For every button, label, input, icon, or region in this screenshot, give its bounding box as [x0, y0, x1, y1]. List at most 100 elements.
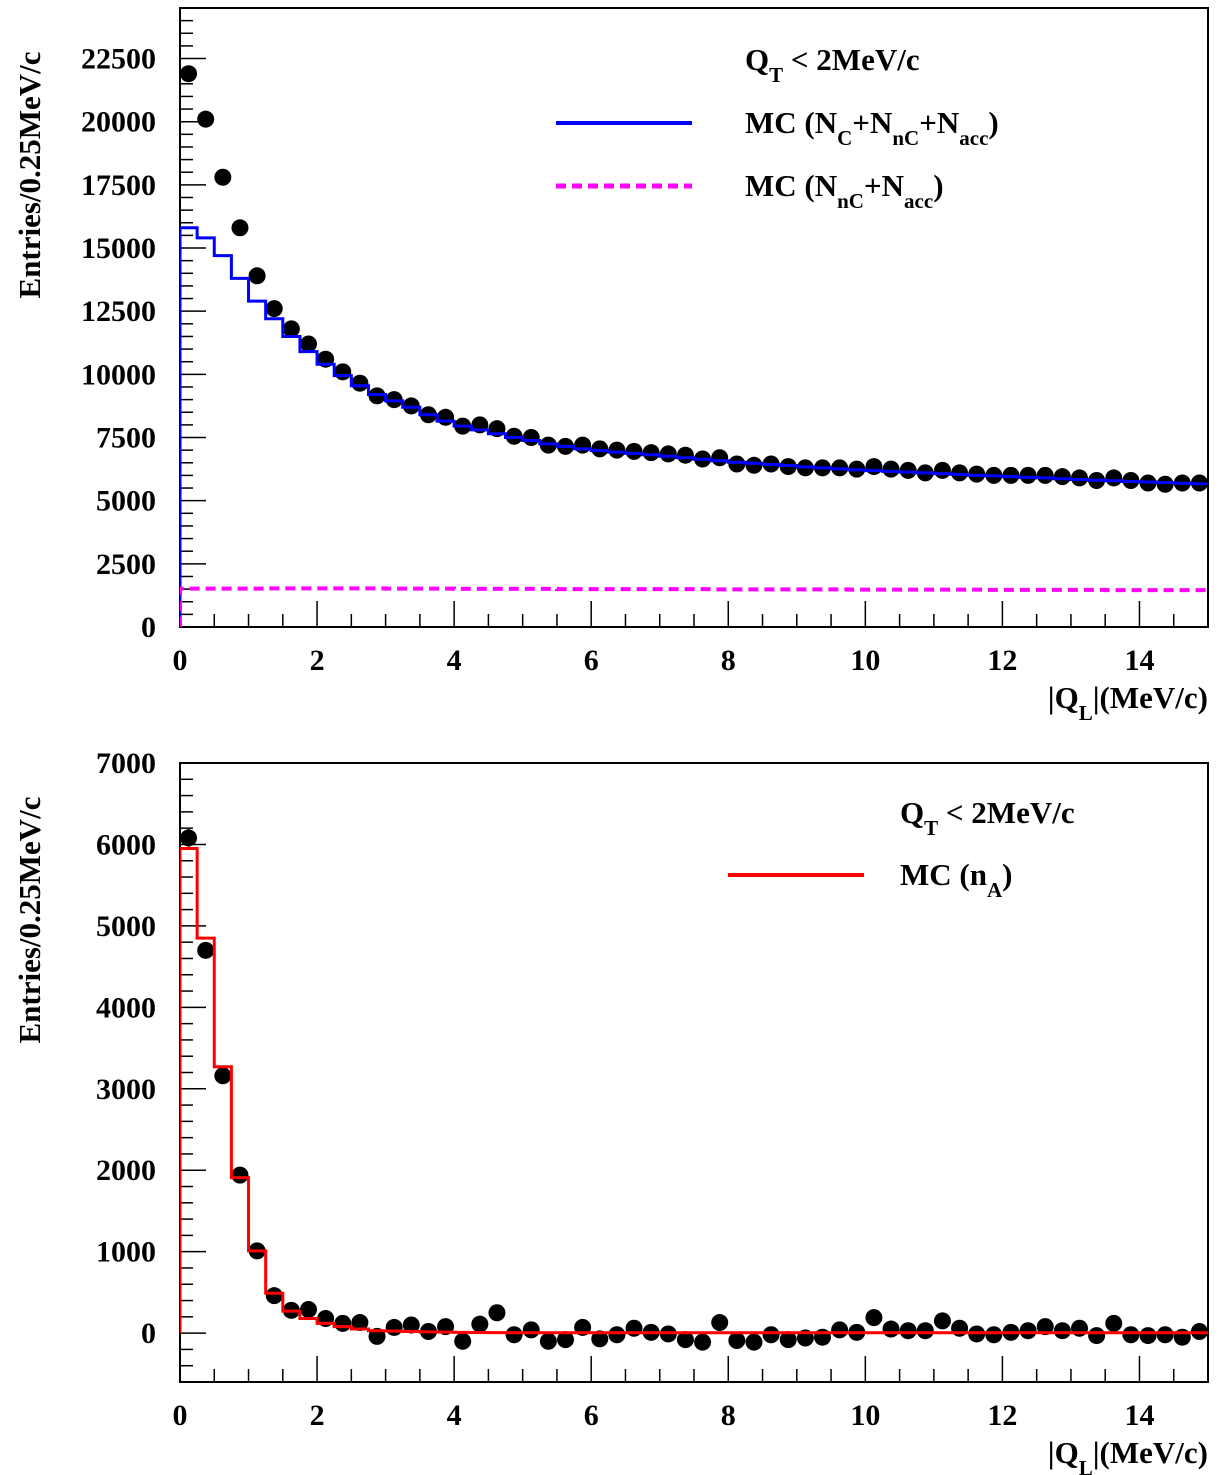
data-point [831, 1321, 849, 1339]
data-point [385, 1318, 403, 1336]
data-point [248, 267, 266, 285]
data-point [1122, 1326, 1140, 1344]
x-tick-label: 14 [1124, 644, 1154, 677]
x-tick-label: 12 [987, 644, 1017, 677]
y-tick-label: 4000 [96, 991, 156, 1024]
data-point [694, 1333, 712, 1351]
x-tick-label: 4 [447, 644, 462, 677]
y-tick-label: 1000 [96, 1236, 156, 1269]
data-point [745, 456, 763, 474]
y-tick-label: 3000 [96, 1073, 156, 1106]
data-point [882, 460, 900, 478]
data-point [899, 461, 917, 479]
data-point [1019, 1322, 1037, 1340]
x-tick-label: 0 [173, 1399, 188, 1432]
y-axis: 0 2500 5000 7500 10000 12500 15000 17500 20000 22… [81, 7, 206, 644]
data-point [197, 110, 215, 128]
data-point [214, 1067, 232, 1085]
data-point [728, 455, 746, 473]
data-point [865, 1309, 883, 1327]
data-point [608, 1326, 626, 1344]
x-tick-label: 2 [310, 644, 325, 677]
data-point [711, 449, 729, 467]
data-point [351, 1314, 369, 1332]
y-tick-label: 7500 [96, 422, 156, 455]
data-point [985, 1326, 1003, 1344]
y-tick-label: 2500 [96, 548, 156, 581]
data-point [505, 1326, 523, 1344]
data-point [591, 1330, 609, 1348]
data-point [659, 445, 677, 463]
data-point [1036, 1318, 1054, 1336]
y-tick-label: 15000 [81, 232, 156, 265]
legend-header: QT < 2MeV/c [745, 42, 920, 87]
data-point [197, 941, 215, 959]
data-point [1156, 475, 1174, 493]
data-point [608, 441, 626, 459]
y-tick-label: 20000 [81, 106, 156, 139]
data-point [522, 1321, 540, 1339]
data-point [591, 440, 609, 458]
y-axis-title: Entries/0.25MeV/c [12, 796, 47, 1043]
data-point [762, 1326, 780, 1344]
data-point [779, 1331, 797, 1349]
y-tick-label: 10000 [81, 358, 156, 391]
mc-step-histogram-2 [180, 586, 1208, 627]
legend: QT < 2MeV/c MC (NC+NnC+Nacc) MC (NnC+Nacc) [556, 42, 999, 213]
legend-entry-label: MC (NC+NnC+Nacc) [745, 105, 999, 150]
data-point [882, 1320, 900, 1338]
data-point [231, 1166, 249, 1184]
data-point [1139, 1327, 1157, 1345]
data-point [471, 1315, 489, 1333]
data-point [351, 374, 369, 392]
data-point [711, 1314, 729, 1332]
top-panel: 0 2 4 6 8 10 12 14 0 2500 5000 7500 10000 12500 15000 1… [12, 7, 1209, 725]
data-point [300, 335, 317, 353]
x-tick-label: 6 [584, 644, 599, 677]
data-point [1053, 468, 1071, 486]
y-tick-label: 0 [141, 1317, 156, 1350]
data-point [300, 1301, 317, 1319]
data-point [437, 408, 455, 426]
y-axis: 0 1000 2000 3000 4000 5000 6000 7000 [96, 747, 206, 1383]
data-point [214, 168, 232, 186]
x-axis: 0 2 4 6 8 10 12 14 [173, 601, 1209, 677]
x-axis-title: |QL|(MeV/c) [1048, 680, 1208, 725]
y-tick-label: 6000 [96, 828, 156, 861]
data-point [676, 1331, 694, 1349]
legend-entry-label: MC (nA) [900, 857, 1012, 902]
bottom-panel: 0 2 4 6 8 10 12 14 0 1000 2000 3000 4000 5000 6000 7000… [12, 747, 1209, 1475]
plot-frame [179, 762, 1209, 1383]
y-tick-label: 7000 [96, 747, 156, 780]
y-tick-label: 22500 [81, 43, 156, 76]
x-tick-label: 8 [721, 1399, 736, 1432]
data-point [574, 436, 592, 454]
data-point [334, 363, 352, 381]
data-point [745, 1333, 763, 1351]
x-tick-label: 4 [447, 1399, 462, 1432]
y-tick-label: 2000 [96, 1154, 156, 1187]
data-point [1019, 466, 1037, 484]
data-point [1105, 469, 1123, 487]
data-points [180, 65, 1208, 493]
data-point [933, 461, 951, 479]
x-tick-label: 14 [1124, 1399, 1154, 1432]
data-point [728, 1331, 746, 1349]
x-tick-label: 10 [850, 644, 880, 677]
data-point [625, 442, 643, 460]
data-point [1053, 1322, 1071, 1340]
y-tick-label: 5000 [96, 485, 156, 518]
data-point [557, 1331, 574, 1349]
x-tick-label: 6 [584, 1399, 599, 1432]
x-tick-label: 0 [173, 644, 188, 677]
data-point [539, 1332, 557, 1350]
x-tick-label: 12 [987, 1399, 1017, 1432]
data-point [1036, 466, 1054, 484]
y-tick-label: 0 [141, 611, 156, 644]
data-point [180, 829, 198, 847]
data-point [1071, 469, 1088, 487]
legend: QT < 2MeV/c MC (nA) [728, 795, 1075, 902]
data-point [334, 1314, 352, 1332]
data-point [282, 320, 300, 338]
data-point [642, 444, 660, 462]
